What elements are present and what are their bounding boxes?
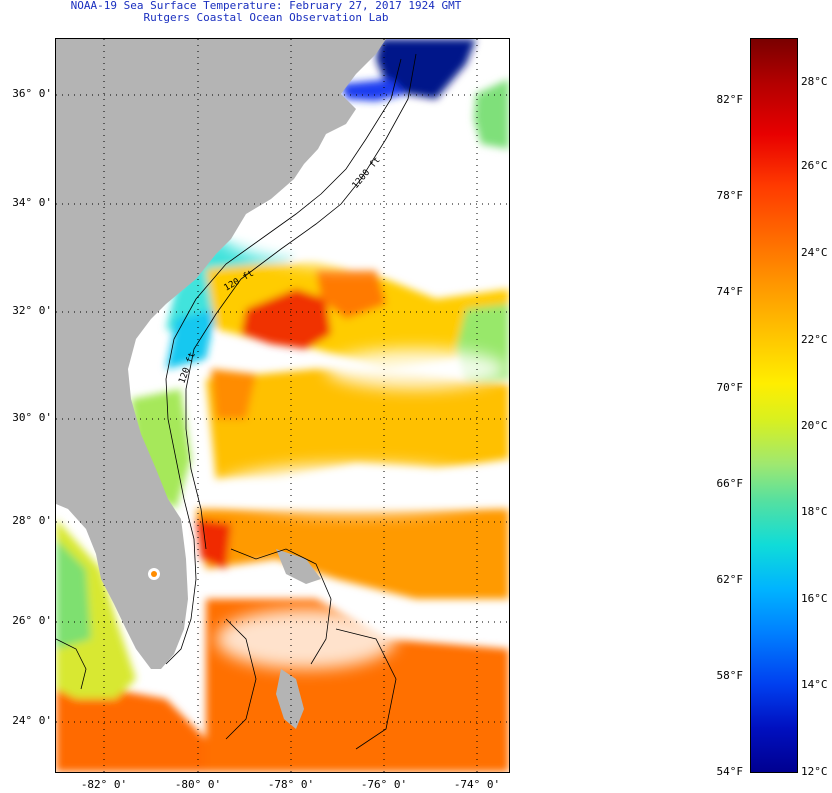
colorbar-c-20: 20°C <box>801 419 828 432</box>
lat-label-26: 26° 0' <box>12 614 52 627</box>
lat-label-36: 36° 0' <box>12 87 52 100</box>
bahamas-bank-edge <box>230 548 332 665</box>
colorbar-c-24: 24°C <box>801 246 828 259</box>
colorbar-c-12: 12°C <box>801 765 828 778</box>
colorbar-f-70: 70°F <box>716 381 744 394</box>
colorbar-f-62: 62°F <box>716 573 744 586</box>
bahamas-bank-edge <box>335 628 397 750</box>
cloud-blob <box>216 464 496 514</box>
sst-field <box>56 39 509 772</box>
lat-label-30: 30° 0' <box>12 411 52 424</box>
isobath-1200ft <box>185 53 417 550</box>
colorbar-c-18: 18°C <box>801 505 828 518</box>
colorbar-c-22: 22°C <box>801 333 828 346</box>
lon-label-78: -78° 0' <box>267 778 315 791</box>
colorbar-c-26: 26°C <box>801 159 828 172</box>
graticule <box>56 39 509 772</box>
lon-label-76: -76° 0' <box>360 778 408 791</box>
bahamas-island <box>276 549 321 584</box>
sst-orange-patch <box>211 369 256 419</box>
colorbar-c-16: 16°C <box>801 592 828 605</box>
colorbar-f-82: 82°F <box>716 93 744 106</box>
lon-label-80: -80° 0' <box>174 778 222 791</box>
colorbar-f-74: 74°F <box>716 285 744 298</box>
cloud-blob <box>326 349 506 389</box>
sst-green-patch <box>474 79 509 149</box>
bahamas-bank-edge <box>225 618 257 740</box>
isobath-contours <box>56 53 417 750</box>
bahamas-island <box>276 669 304 729</box>
sst-cold-patch <box>376 39 476 99</box>
cloud-blob <box>216 609 396 669</box>
map-title: NOAA-19 Sea Surface Temperature: Februar… <box>70 0 462 12</box>
sst-warm-core <box>196 519 231 569</box>
sst-orange-patch <box>196 509 509 599</box>
isobath-label-3: 1200 ft <box>351 155 383 190</box>
colorbar-f-78: 78°F <box>716 189 744 202</box>
lon-label-82: -82° 0' <box>80 778 128 791</box>
sst-orange-patch <box>56 679 206 772</box>
sst-green-patch <box>56 539 91 649</box>
sst-yellow-patch <box>206 369 509 479</box>
lake-okeechobee-sst <box>151 571 157 577</box>
sst-warm-core <box>241 289 331 349</box>
sst-cold-patch <box>341 79 406 101</box>
colorbar-f-66: 66°F <box>716 477 744 490</box>
lon-label-74: -74° 0' <box>453 778 501 791</box>
isobath-120ft <box>165 58 402 665</box>
colorbar-c-14: 14°C <box>801 678 828 691</box>
colorbar-f-54: 54°F <box>716 765 744 778</box>
sst-cyan-patch <box>166 309 216 369</box>
temperature-colorbar <box>750 38 798 773</box>
lat-label-34: 34° 0' <box>12 196 52 209</box>
colorbar-c-28: 28°C <box>801 75 828 88</box>
sst-orange-patch <box>316 269 386 319</box>
gulf-contour <box>56 638 87 690</box>
us-east-coast-land <box>56 39 386 669</box>
sst-map: 120 ft 120 ft 1200 ft <box>55 38 510 773</box>
lat-label-24: 24° 0' <box>12 714 52 727</box>
lat-label-32: 32° 0' <box>12 304 52 317</box>
colorbar-f-58: 58°F <box>716 669 744 682</box>
map-subtitle: Rutgers Coastal Ocean Observation Lab <box>143 11 389 24</box>
sst-map-canvas: 120 ft 120 ft 1200 ft <box>56 39 509 772</box>
lat-label-28: 28° 0' <box>12 514 52 527</box>
